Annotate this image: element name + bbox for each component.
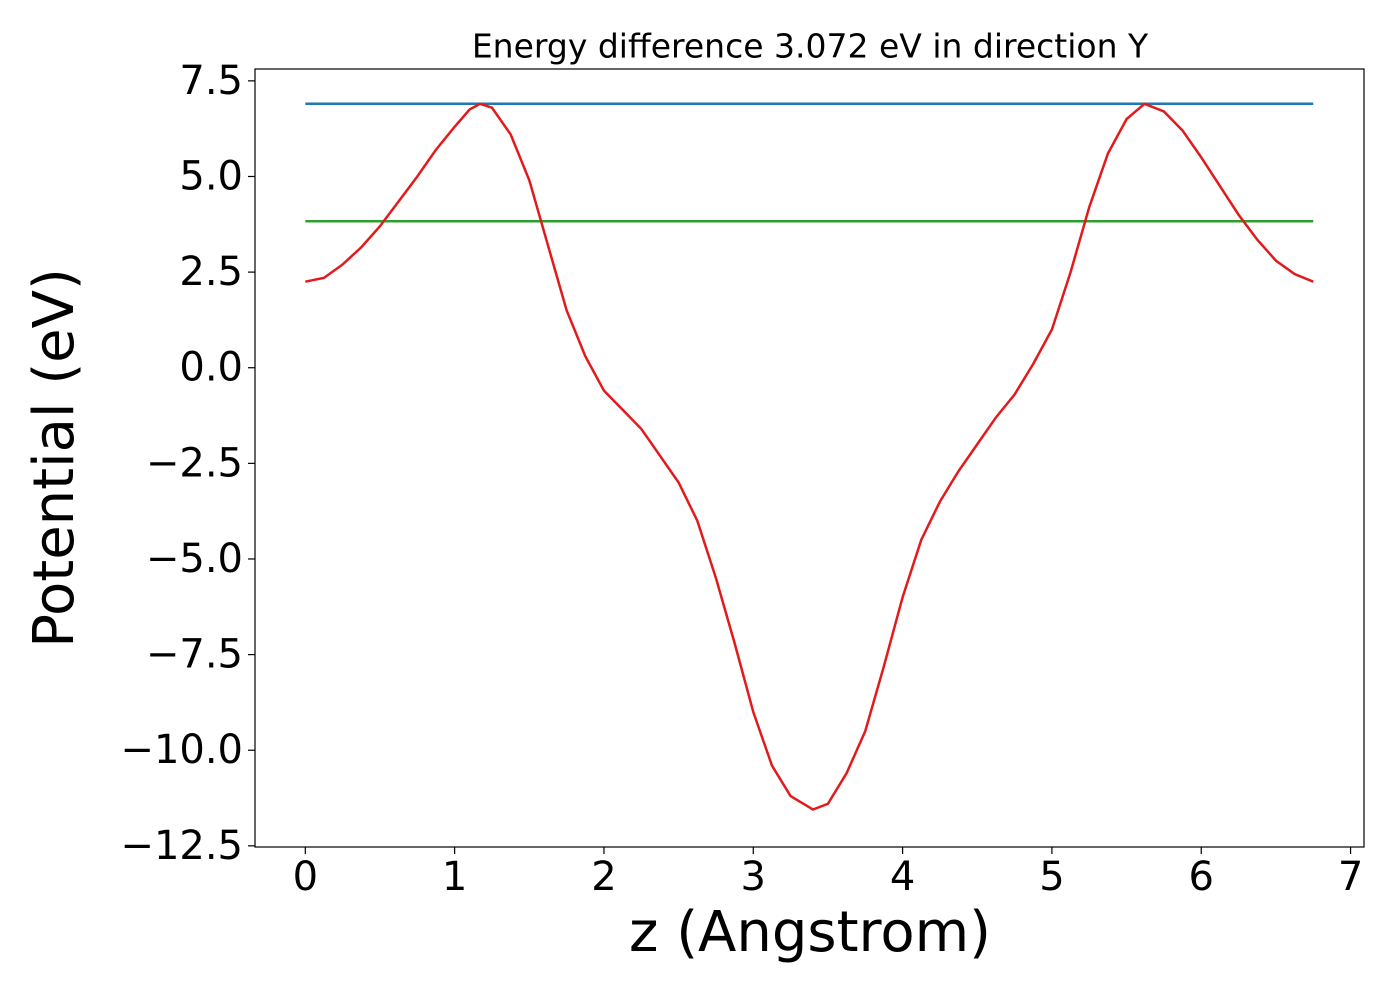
y-tick-label: 2.5: [179, 249, 243, 295]
x-tick-label: 4: [890, 854, 915, 900]
y-tick-label: −12.5: [120, 823, 243, 869]
chart-title: Energy difference 3.072 eV in direction …: [472, 27, 1149, 66]
y-tick-label: 5.0: [179, 153, 243, 199]
plot-frame: [254, 68, 1365, 848]
x-tick-label: 7: [1338, 854, 1363, 900]
x-tick-label: 5: [1039, 854, 1064, 900]
y-tick-label: 7.5: [179, 58, 243, 104]
line-series: [305, 102, 1314, 811]
y-axis-label: Potential (eV): [22, 268, 87, 648]
y-tick-label: 0.0: [179, 345, 243, 391]
x-tick-label: 6: [1189, 854, 1214, 900]
y-tick-label: −7.5: [146, 632, 243, 678]
y-tick-label: −10.0: [120, 727, 243, 773]
x-tick-label: 2: [591, 854, 616, 900]
x-tick-label: 1: [442, 854, 467, 900]
y-tick-label: −5.0: [146, 536, 243, 582]
x-axis-label: z (Angstrom): [629, 900, 991, 965]
y-tick-label: −2.5: [146, 440, 243, 486]
x-tick-label: 3: [741, 854, 766, 900]
x-tick-label: 0: [293, 854, 318, 900]
